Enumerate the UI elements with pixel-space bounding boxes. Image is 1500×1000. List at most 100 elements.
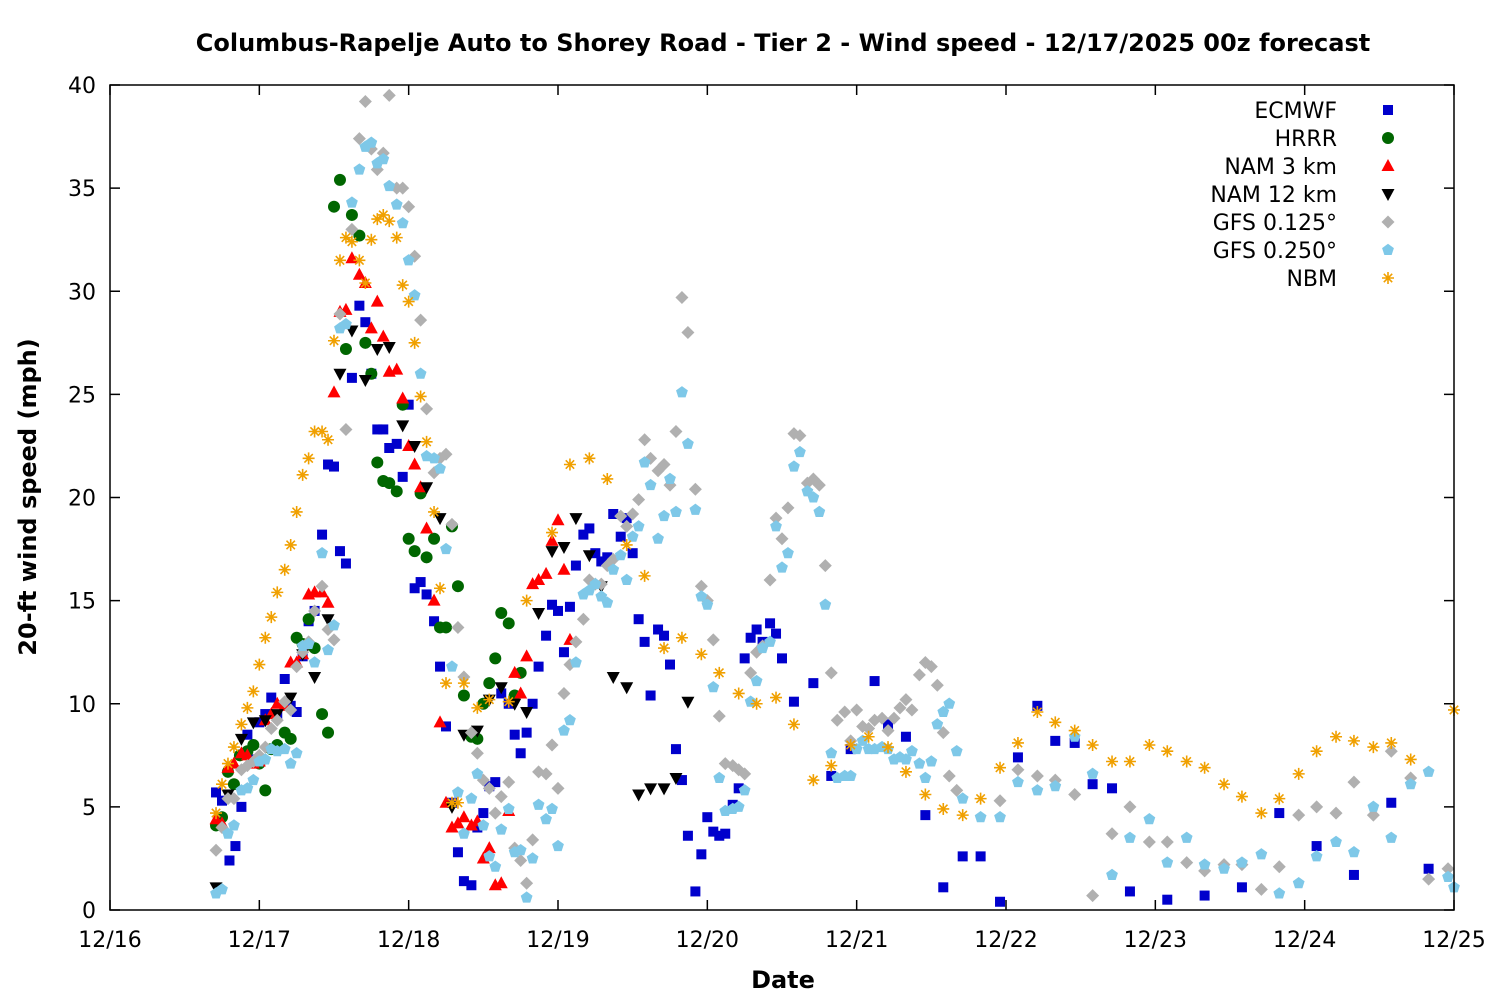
nbm-point xyxy=(1011,736,1024,749)
gfs-0-250-point xyxy=(1236,856,1248,868)
nbm-point xyxy=(546,526,559,539)
ecmwf-point xyxy=(1236,882,1247,893)
ecmwf-point xyxy=(452,847,463,858)
gfs-0-125-point xyxy=(264,722,278,735)
gfs-0-250-point xyxy=(807,491,820,503)
gfs-0-250-point xyxy=(520,891,533,903)
nam-3-km-point xyxy=(520,649,534,662)
gfs-0-125-point xyxy=(1441,862,1455,876)
hrrr-point xyxy=(353,229,366,242)
ecmwf-point xyxy=(329,461,339,472)
nbm-point xyxy=(1367,741,1380,754)
gfs-0-250-point xyxy=(589,577,602,590)
legend-label-hrrr: HRRR xyxy=(1275,127,1337,152)
ecmwf-point xyxy=(621,513,632,524)
x-tick-label: 12/24 xyxy=(1273,928,1336,953)
gfs-0-250-point xyxy=(1348,846,1360,858)
y-tick-label: 40 xyxy=(68,74,96,99)
y-tick-label: 10 xyxy=(68,693,96,718)
gfs-0-250-point xyxy=(552,839,564,852)
hrrr-point xyxy=(390,485,403,498)
nbm-point xyxy=(620,538,633,551)
gfs-0-125-point xyxy=(482,781,496,795)
nam-12-km-point xyxy=(396,420,410,433)
nam-12-km-point xyxy=(520,707,534,719)
ecmwf-point xyxy=(211,787,222,798)
nbm-point xyxy=(695,648,708,661)
gfs-0-250-point xyxy=(465,792,478,804)
ecmwf-point xyxy=(771,628,782,639)
nam-12-km-point xyxy=(620,682,634,695)
nbm-point xyxy=(210,807,223,820)
gfs-0-125-point xyxy=(402,200,416,214)
nbm-point xyxy=(308,425,321,438)
gfs-0-250-point xyxy=(632,520,645,532)
ecmwf-point xyxy=(708,826,719,837)
gfs-0-250-point xyxy=(365,136,378,148)
ecmwf-point xyxy=(1423,863,1434,874)
gfs-0-125-point xyxy=(494,790,508,804)
nbm-point xyxy=(502,695,515,708)
y-tick-label: 15 xyxy=(68,590,96,615)
legend-marker-nbm xyxy=(1382,272,1394,284)
nam-3-km-point xyxy=(327,385,341,398)
ecmwf-point xyxy=(602,552,613,563)
gfs-0-250-point xyxy=(278,742,291,755)
nam-12-km-point xyxy=(545,546,559,559)
gfs-0-125-point xyxy=(488,806,502,820)
nam-3-km-point xyxy=(451,816,465,829)
gfs-0-125-point xyxy=(278,695,292,709)
nbm-point xyxy=(882,741,895,754)
gfs-0-250-point xyxy=(383,179,396,192)
hrrr-point xyxy=(302,613,315,626)
ecmwf-point xyxy=(541,630,552,641)
hrrr-point xyxy=(333,173,346,186)
x-tick-label: 12/19 xyxy=(526,928,589,953)
hrrr-point xyxy=(345,208,358,221)
gfs-0-125-point xyxy=(924,660,938,674)
gfs-0-250-point xyxy=(732,800,745,812)
gfs-0-125-point xyxy=(887,711,901,725)
nbm-point xyxy=(451,796,464,809)
gfs-0-250-point xyxy=(919,771,932,784)
gfs-0-125-point xyxy=(414,313,428,327)
gfs-0-125-point xyxy=(290,660,304,674)
gfs-0-250-point xyxy=(483,850,496,862)
nbm-point xyxy=(1255,807,1268,820)
ecmwf-point xyxy=(429,616,440,627)
gfs-0-250-point xyxy=(477,819,490,831)
nam-12-km-point xyxy=(582,550,596,563)
gfs-0-250-point xyxy=(1198,858,1211,870)
legend-marker-ecmwf xyxy=(1383,105,1393,115)
gfs-0-250-point xyxy=(689,503,702,515)
nam-12-km-point xyxy=(669,773,683,785)
gfs-0-125-point xyxy=(1254,882,1268,896)
nbm-point xyxy=(457,677,470,690)
gfs-0-125-point xyxy=(706,633,720,647)
hrrr-point xyxy=(371,456,384,469)
gfs-0-250-point xyxy=(377,153,390,165)
gfs-0-125-point xyxy=(327,633,341,647)
gfs-0-250-point xyxy=(308,656,321,668)
ecmwf-point xyxy=(808,678,819,689)
gfs-0-250-point xyxy=(1367,800,1380,812)
gfs-0-125-point xyxy=(551,781,565,795)
x-tick-label: 12/25 xyxy=(1422,928,1485,953)
ecmwf-point xyxy=(458,876,469,887)
legend-label-nbm: NBM xyxy=(1286,267,1337,292)
ecmwf-point xyxy=(639,636,650,647)
gfs-0-125-point xyxy=(950,783,964,797)
gfs-0-250-point xyxy=(458,827,470,839)
gfs-0-125-point xyxy=(284,703,298,717)
gfs-0-250-point xyxy=(788,460,800,472)
gfs-0-250-point xyxy=(776,561,788,573)
gfs-0-125-point xyxy=(818,559,832,573)
nbm-point xyxy=(428,505,441,518)
nam-12-km-point xyxy=(681,696,695,709)
x-tick-label: 12/23 xyxy=(1124,928,1187,953)
nam-3-km-point xyxy=(420,521,434,534)
hrrr-point xyxy=(451,580,464,593)
gfs-0-250-point xyxy=(664,472,676,484)
x-tick-label: 12/17 xyxy=(228,928,291,953)
